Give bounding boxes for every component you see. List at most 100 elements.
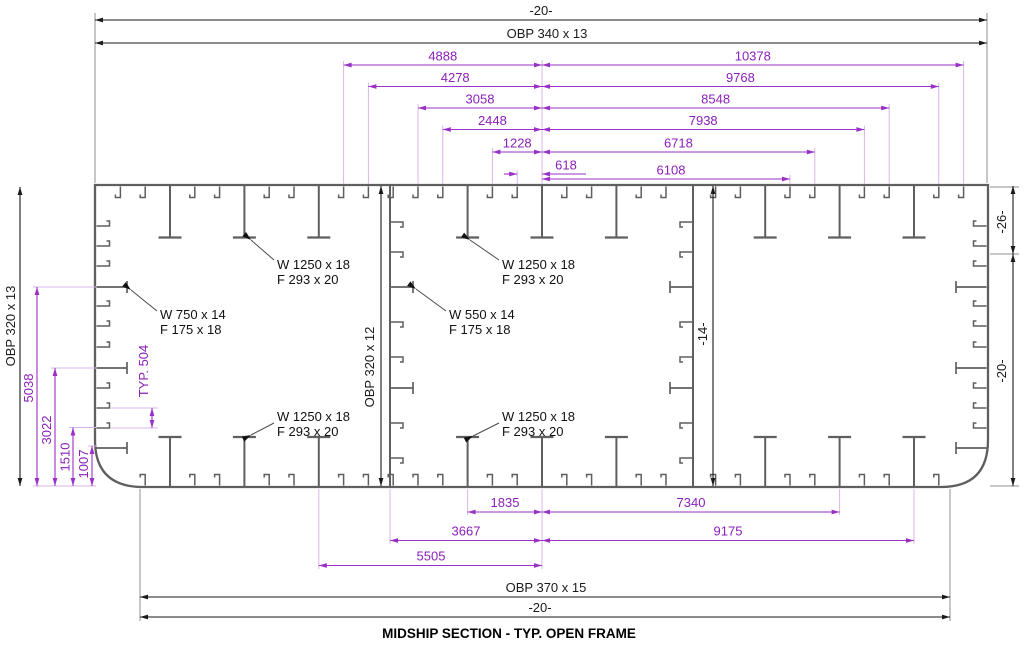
dim-side-left-3: 1007 xyxy=(76,450,91,479)
member-labels: W 1250 x 18F 293 x 20W 750 x 14F 175 x 1… xyxy=(160,257,575,439)
dim-arrow xyxy=(710,478,716,486)
dim-typ-504: TYP. 504 xyxy=(136,345,151,398)
stiffener xyxy=(486,473,494,486)
dim-arrow xyxy=(534,105,542,111)
dim-arrow xyxy=(542,84,550,89)
stiffener xyxy=(362,186,370,199)
dim-arrow xyxy=(1010,254,1016,262)
dim-arrow xyxy=(979,17,987,23)
dim-arrow xyxy=(378,478,384,486)
dim-side-left-1: 3022 xyxy=(39,416,54,445)
stiffener xyxy=(972,300,987,307)
dim-arrow xyxy=(1010,186,1016,194)
stiffener xyxy=(96,300,111,307)
stiffener xyxy=(660,473,667,486)
dim-arrow xyxy=(534,509,542,515)
stiffener xyxy=(437,186,444,199)
label-bottom-girder-left-line2: F 293 x 20 xyxy=(277,424,338,439)
stiffener xyxy=(784,473,791,486)
dim-arrow xyxy=(140,614,148,620)
dim-arrow xyxy=(34,287,40,295)
dim-arrow xyxy=(534,149,542,155)
stiffener xyxy=(437,473,444,486)
dim-arrow xyxy=(149,408,155,416)
stiffener xyxy=(391,221,404,228)
dim-arrow xyxy=(906,538,914,543)
stiffener xyxy=(585,473,593,486)
dim-arrow xyxy=(534,538,542,543)
stiffener xyxy=(139,186,146,199)
stiffener xyxy=(679,221,692,228)
stiffener xyxy=(511,473,518,486)
dim-arrow xyxy=(881,105,890,111)
stiffener xyxy=(213,473,221,486)
stiffener xyxy=(486,186,494,199)
stiffener xyxy=(679,422,692,429)
leader-arrow xyxy=(463,436,473,443)
dim-arrow xyxy=(542,176,550,182)
dim-arrow xyxy=(930,84,939,89)
stiffener xyxy=(809,473,816,486)
dim-arrow xyxy=(149,420,155,428)
stiffener xyxy=(96,320,111,327)
stiffener xyxy=(972,320,987,327)
stiffener xyxy=(784,186,791,199)
line xyxy=(469,239,500,261)
leader-arrow xyxy=(461,232,470,240)
dim-bottom-5505: 5505 xyxy=(417,549,446,564)
dim-top-left-1: 4278 xyxy=(441,70,470,85)
stiffener xyxy=(362,473,370,486)
stiffener xyxy=(679,251,692,258)
stiffener xyxy=(972,220,987,227)
stiffener xyxy=(412,186,419,199)
stiffener xyxy=(391,321,404,328)
stiffener xyxy=(96,220,111,227)
stiffener xyxy=(391,356,404,363)
dim-bottom-thickness: -20- xyxy=(528,600,551,615)
stiffener xyxy=(561,473,568,486)
stiffener xyxy=(809,186,816,199)
dim-top-left-0: 4888 xyxy=(428,49,457,64)
stiffener xyxy=(263,186,270,199)
dim-arrow xyxy=(492,149,501,155)
line xyxy=(415,288,447,312)
stiffener xyxy=(957,186,965,199)
stiffener xyxy=(96,422,111,429)
stiffener xyxy=(114,186,122,199)
dim-arrow xyxy=(89,478,95,486)
dim-arrow xyxy=(368,84,377,89)
label-side-frame-line2: F 175 x 18 xyxy=(160,322,221,337)
label-deck-girder-mid-line1: W 1250 x 18 xyxy=(502,257,575,272)
extension-lines-purple xyxy=(33,60,965,569)
dim-arrow xyxy=(542,105,550,111)
dim-arrow xyxy=(942,614,950,620)
dim-arrow xyxy=(467,509,476,515)
dim-arrow xyxy=(70,478,76,486)
dimensions-purple: 4888 10378 4278 9768 3058 8548 2448 7938 1228 671… xyxy=(21,49,964,568)
stiffener xyxy=(734,473,742,486)
dim-arrow xyxy=(343,62,352,68)
dim-bottom-7340: 7340 xyxy=(677,495,706,510)
leader-arrow xyxy=(241,435,251,442)
stiffener xyxy=(660,186,667,199)
line xyxy=(250,422,275,436)
label-deck-girder-mid-line2: F 293 x 20 xyxy=(502,272,563,287)
dim-top-left-5: 618 xyxy=(555,158,577,173)
stiffener xyxy=(213,186,221,199)
dim-arrow xyxy=(856,127,865,132)
stiffener xyxy=(933,473,940,486)
dim-arrow xyxy=(318,563,327,568)
dim-arrow xyxy=(542,149,550,155)
label-bottom-girder-mid-line2: F 293 x 20 xyxy=(502,424,563,439)
stiffener xyxy=(561,186,568,199)
dim-deck-profile: OBP 340 x 13 xyxy=(507,26,588,41)
dim-arrow xyxy=(1010,246,1016,254)
dim-arrow xyxy=(418,105,426,111)
dim-arrow xyxy=(542,62,550,68)
dim-arrow xyxy=(17,187,23,195)
stiffener xyxy=(972,240,987,247)
stiffener xyxy=(972,260,987,267)
stiffener xyxy=(412,473,419,486)
label-bulkhead-frame-line1: W 550 x 14 xyxy=(449,307,515,322)
